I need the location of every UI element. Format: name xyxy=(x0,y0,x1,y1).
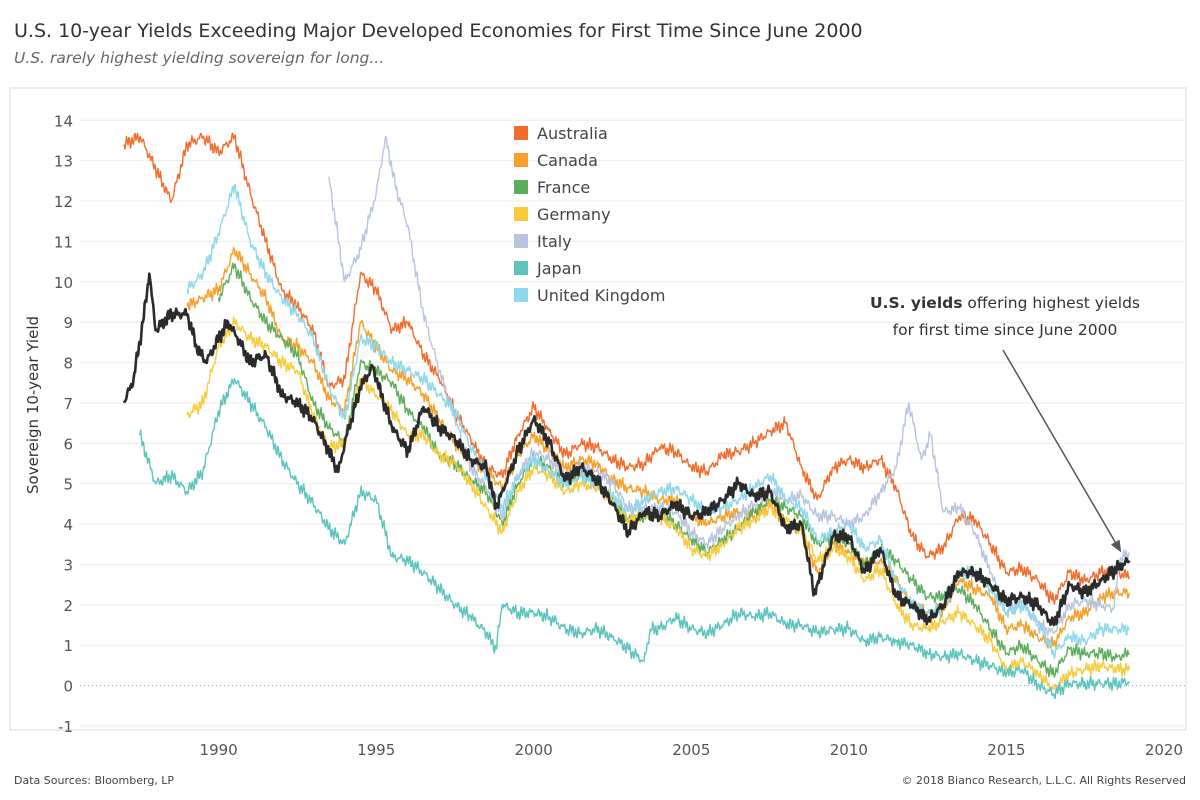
x-tick-label: 1995 xyxy=(357,741,395,759)
legend-swatch xyxy=(514,153,528,167)
legend-label: Canada xyxy=(537,151,598,170)
y-tick-label: 8 xyxy=(63,355,73,373)
y-axis-label: Sovereign 10-year Yield xyxy=(24,316,42,494)
annotation-arrow-head xyxy=(1110,539,1122,553)
y-tick-label: 11 xyxy=(54,233,73,251)
x-tick-label: 2020 xyxy=(1145,741,1183,759)
y-tick-label: 12 xyxy=(54,193,73,211)
y-tick-label: 7 xyxy=(63,395,73,413)
legend-label: Australia xyxy=(537,124,608,143)
y-tick-label: 4 xyxy=(63,516,73,534)
legend-swatch xyxy=(514,126,528,140)
legend: Australia Canada France Germany Italy Japan Un… xyxy=(514,124,665,305)
copyright-note: © 2018 Bianco Research, L.L.C. All Right… xyxy=(901,774,1186,787)
legend-label: United Kingdom xyxy=(537,286,665,305)
y-tick-label: 1 xyxy=(63,637,73,655)
y-tick-label: 2 xyxy=(63,597,73,615)
y-tick-label: 0 xyxy=(63,678,73,696)
y-tick-label: 14 xyxy=(54,112,73,130)
x-tick-label: 2005 xyxy=(672,741,710,759)
series-line-italy xyxy=(328,135,1130,637)
annotation: U.S. yields offering highest yields for … xyxy=(870,294,1140,553)
annotation-bold-text: U.S. yields xyxy=(870,294,963,312)
y-tick-label: 6 xyxy=(63,435,73,453)
annotation-line-1: U.S. yields offering highest yields xyxy=(870,294,1140,312)
x-tick-label: 1990 xyxy=(200,741,238,759)
legend-label: Germany xyxy=(537,205,611,224)
annotation-arrow-shaft xyxy=(1002,349,1116,543)
y-tick-label: 5 xyxy=(63,476,73,494)
series-line-japan xyxy=(139,378,1130,700)
y-tick-label: 10 xyxy=(54,274,73,292)
x-axis-ticks: 1990 1995 2000 2005 2010 2015 2020 xyxy=(200,741,1183,759)
annotation-line-2: for first time since June 2000 xyxy=(893,321,1118,339)
legend-swatch xyxy=(514,234,528,248)
plot-frame xyxy=(9,87,1187,731)
series-line-united-states xyxy=(122,272,1131,627)
series-line-united-kingdom xyxy=(186,183,1130,660)
y-tick-label: 3 xyxy=(63,556,73,574)
legend-swatch xyxy=(514,180,528,194)
legend-swatch xyxy=(514,207,528,221)
annotation-line-1-rest: offering highest yields xyxy=(962,294,1140,312)
series-lines xyxy=(122,132,1131,700)
x-tick-label: 2000 xyxy=(515,741,553,759)
x-tick-label: 2010 xyxy=(830,741,868,759)
legend-label: France xyxy=(537,178,590,197)
data-source-note: Data Sources: Bloomberg, LP xyxy=(14,774,175,787)
gridlines xyxy=(80,119,1186,727)
legend-label: Japan xyxy=(536,259,582,278)
legend-label: Italy xyxy=(537,232,572,251)
y-tick-label: -1 xyxy=(58,718,73,736)
legend-swatch xyxy=(514,261,528,275)
x-tick-label: 2015 xyxy=(987,741,1025,759)
chart-title: U.S. 10-year Yields Exceeding Major Deve… xyxy=(14,20,863,42)
y-tick-label: 9 xyxy=(63,314,73,332)
legend-swatch xyxy=(514,288,528,302)
y-tick-label: 13 xyxy=(54,153,73,171)
chart-subtitle: U.S. rarely highest yielding sovereign f… xyxy=(14,49,385,67)
